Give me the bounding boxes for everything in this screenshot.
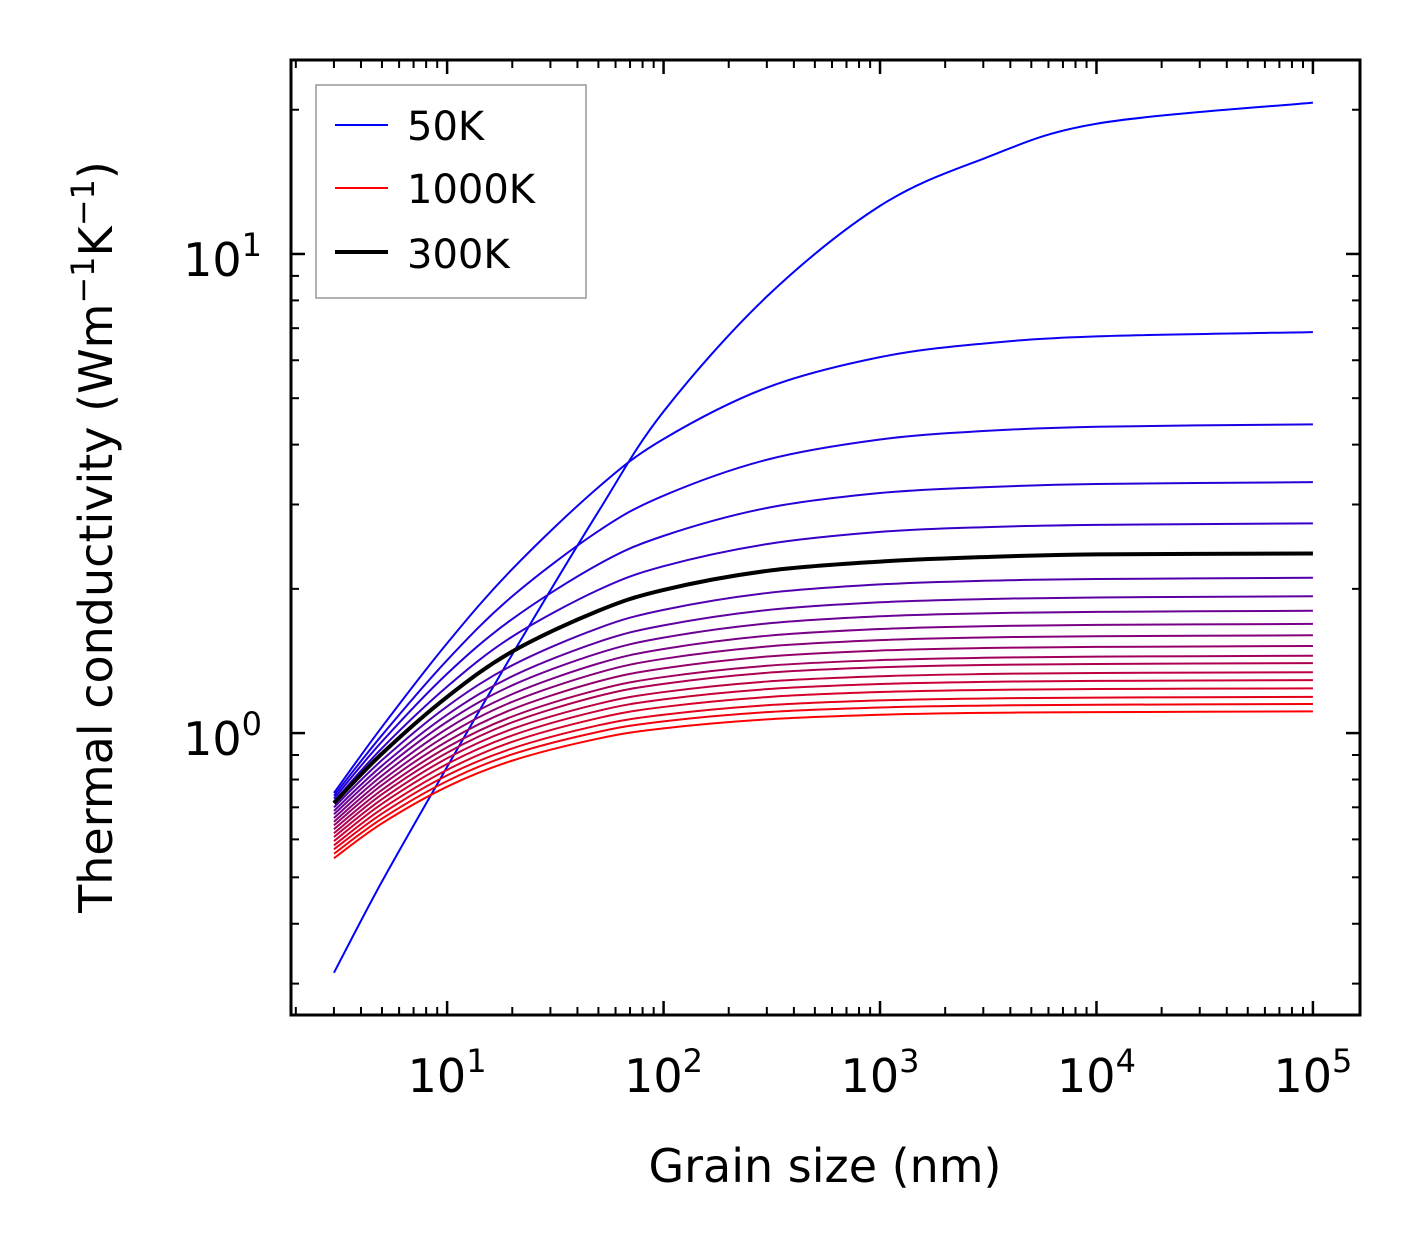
series-line-750k	[333, 671, 1313, 838]
series-line-1000k	[333, 710, 1313, 860]
series-line-150k	[333, 423, 1313, 797]
series-line-200k	[333, 481, 1313, 800]
legend-label-300k: 300K	[407, 232, 511, 278]
x-tick-base: 10	[841, 1049, 900, 1103]
x-tick-labels: 101 102 103 104 105	[408, 1042, 1353, 1103]
plot-frame	[289, 58, 1362, 1017]
y-tick-exp: 1	[242, 226, 262, 264]
series-line-900k	[333, 695, 1313, 851]
y-axis-title-k: K	[69, 224, 123, 256]
x-tick-base: 10	[1273, 1049, 1332, 1103]
y-tick-label: 101	[183, 226, 262, 287]
series-line-600k	[333, 644, 1313, 827]
series-line-850k	[333, 687, 1313, 847]
y-axis-title-sup2: −1	[64, 179, 102, 226]
series-line-350k	[333, 576, 1313, 809]
series-line-650k	[333, 654, 1313, 831]
legend: 50K 1000K 300K	[315, 84, 587, 299]
legend-label-1000k: 1000K	[407, 167, 537, 213]
series-line-400k	[333, 595, 1313, 812]
x-tick-base: 10	[624, 1049, 683, 1103]
y-axis-title: Thermal conductivity (Wm−1K−1)	[64, 161, 123, 914]
series-line-300k	[332, 551, 1313, 805]
series-line-100k	[333, 331, 1313, 794]
y-axis-title-close: )	[69, 161, 123, 179]
x-tick-exp: 2	[683, 1042, 703, 1080]
y-tick-exp: 0	[242, 705, 262, 743]
series-line-950k	[333, 703, 1313, 855]
y-tick-base: 10	[183, 233, 242, 287]
x-tick-label: 102	[624, 1042, 703, 1103]
x-tick-label: 101	[408, 1042, 487, 1103]
y-tick-label: 100	[183, 705, 262, 766]
series-line-700k	[333, 662, 1313, 835]
x-tick-label: 103	[841, 1042, 920, 1103]
x-tick-base: 10	[1057, 1049, 1116, 1103]
series-line-450k	[333, 609, 1313, 815]
series-line-800k	[333, 679, 1313, 842]
x-tick-exp: 4	[1116, 1042, 1136, 1080]
x-tick-label: 105	[1273, 1042, 1352, 1103]
series-line-550k	[333, 634, 1313, 823]
legend-box	[315, 84, 587, 299]
y-axis-title-sup1: −1	[64, 256, 102, 303]
x-tick-base: 10	[408, 1049, 467, 1103]
x-axis-title: Grain size (nm)	[649, 1139, 1002, 1193]
x-tick-exp: 5	[1332, 1042, 1352, 1080]
series-line-250k	[333, 522, 1313, 803]
series-line-50k	[333, 101, 1314, 974]
legend-label-50k: 50K	[407, 104, 486, 150]
y-axis-title-main: Thermal conductivity (Wm	[69, 304, 123, 914]
series-layer	[332, 101, 1314, 974]
series-line-500k	[333, 622, 1313, 819]
x-tick-exp: 3	[899, 1042, 919, 1080]
y-tick-base: 10	[183, 712, 242, 766]
x-tick-exp: 1	[466, 1042, 486, 1080]
x-tick-label: 104	[1057, 1042, 1136, 1103]
